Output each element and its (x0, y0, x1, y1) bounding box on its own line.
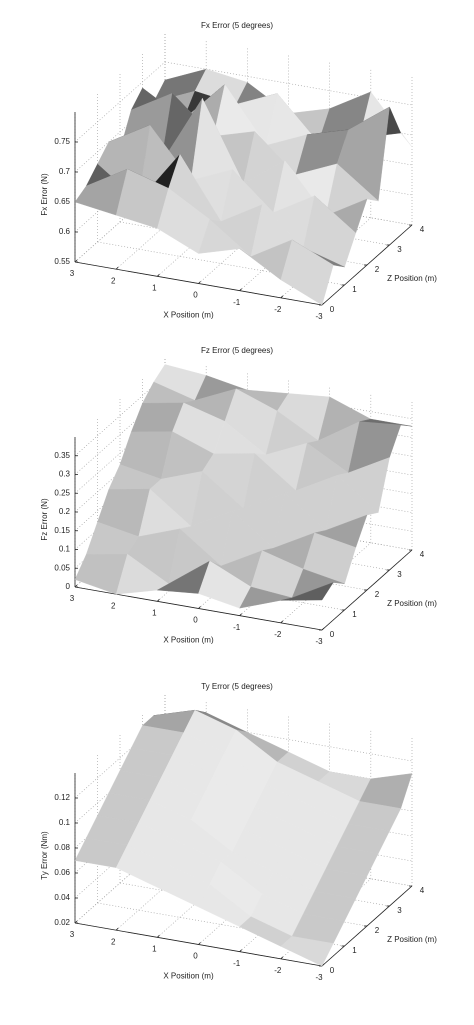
x-axis-label: X Position (m) (163, 636, 214, 645)
z-tick-label: 0.2 (59, 507, 71, 516)
y-tick-label: 4 (420, 550, 425, 559)
x-tick-label: 1 (152, 944, 157, 953)
z-tick-label: 0.1 (59, 818, 71, 827)
side-grid-line (74, 91, 166, 173)
y-axis-label: Z Position (m) (387, 935, 437, 944)
z-tick-label: 0.04 (54, 893, 70, 902)
y-tick-label: 2 (375, 590, 380, 599)
z-tick-label: 0 (66, 582, 71, 591)
y-tick-label: 1 (352, 946, 357, 955)
x-axis-label: X Position (m) (163, 972, 214, 981)
z-tick-label: 0.08 (54, 843, 70, 852)
y-tick-label: 0 (330, 305, 335, 314)
axis-line (321, 549, 413, 631)
x-tick-label: -3 (315, 637, 323, 646)
z-tick-label: 0.6 (59, 227, 71, 236)
y-tick-label: 4 (420, 225, 425, 234)
z-tick-label: 0.25 (54, 488, 70, 497)
chart-title: Fx Error (5 degrees) (201, 21, 273, 30)
x-tick-label: -1 (233, 959, 241, 968)
z-axis-label: Fx Error (N) (40, 173, 49, 216)
x-tick-label: -3 (315, 312, 323, 321)
z-tick-label: 0.65 (54, 197, 70, 206)
z-tick-label: 0.35 (54, 451, 70, 460)
x-axis-label: X Position (m) (163, 311, 214, 320)
side-grid-line (74, 61, 166, 143)
x-tick-label: -1 (233, 623, 241, 632)
axis-line (321, 885, 413, 967)
side-grid-line (74, 842, 166, 924)
y-tick-label: 2 (375, 265, 380, 274)
x-tick-label: 0 (193, 291, 198, 300)
y-tick-label: 0 (330, 966, 335, 975)
x-tick-label: 0 (193, 616, 198, 625)
x-tick-label: -2 (274, 966, 282, 975)
chart-title: Ty Error (5 degrees) (201, 682, 273, 691)
side-grid-line (74, 413, 166, 494)
x-tick-label: 0 (193, 952, 198, 961)
x-tick-label: 1 (152, 283, 157, 292)
y-tick-label: 3 (397, 570, 402, 579)
x-tick-label: -2 (274, 305, 282, 314)
axis-line (321, 224, 413, 306)
z-tick-label: 0.75 (54, 137, 70, 146)
z-tick-label: 0.05 (54, 563, 70, 572)
x-tick-label: 2 (111, 276, 116, 285)
y-tick-label: 1 (352, 610, 357, 619)
z-tick-label: 0.12 (54, 793, 70, 802)
y-axis-label: Z Position (m) (387, 599, 437, 608)
y-tick-label: 3 (397, 245, 402, 254)
y-tick-label: 2 (375, 926, 380, 935)
surface-cell (280, 239, 334, 306)
x-tick-label: 2 (111, 937, 116, 946)
floor-grid-line (115, 849, 207, 931)
x-tick-label: 2 (111, 601, 116, 610)
x-tick-label: -1 (233, 298, 241, 307)
surface-cell (280, 936, 334, 967)
axis-line (74, 261, 323, 306)
z-axis-label: Ty Error (Nm) (40, 831, 49, 880)
surface-cell (280, 582, 334, 601)
z-tick-label: 0.02 (54, 918, 70, 927)
side-grid-line (74, 375, 166, 456)
axis-line (74, 922, 323, 967)
x-tick-label: 3 (70, 930, 75, 939)
side-grid-line (74, 181, 166, 263)
side-grid-line (74, 717, 166, 799)
z-axis-label: Fz Error (N) (40, 498, 49, 541)
x-tick-label: -3 (315, 973, 323, 982)
z-tick-label: 0.15 (54, 526, 70, 535)
y-tick-label: 4 (420, 886, 425, 895)
z-tick-label: 0.1 (59, 545, 71, 554)
chart-title: Fz Error (5 degrees) (201, 346, 273, 355)
y-axis-label: Z Position (m) (387, 274, 437, 283)
x-tick-label: 1 (152, 608, 157, 617)
x-tick-label: -2 (274, 630, 282, 639)
y-tick-label: 0 (330, 630, 335, 639)
x-tick-label: 3 (70, 594, 75, 603)
y-tick-label: 3 (397, 906, 402, 915)
z-tick-label: 0.06 (54, 868, 70, 877)
z-tick-label: 0.7 (59, 167, 71, 176)
z-tick-label: 0.3 (59, 470, 71, 479)
x-tick-label: 3 (70, 269, 75, 278)
y-tick-label: 1 (352, 285, 357, 294)
z-tick-label: 0.55 (54, 257, 70, 266)
side-grid-line (74, 394, 166, 475)
